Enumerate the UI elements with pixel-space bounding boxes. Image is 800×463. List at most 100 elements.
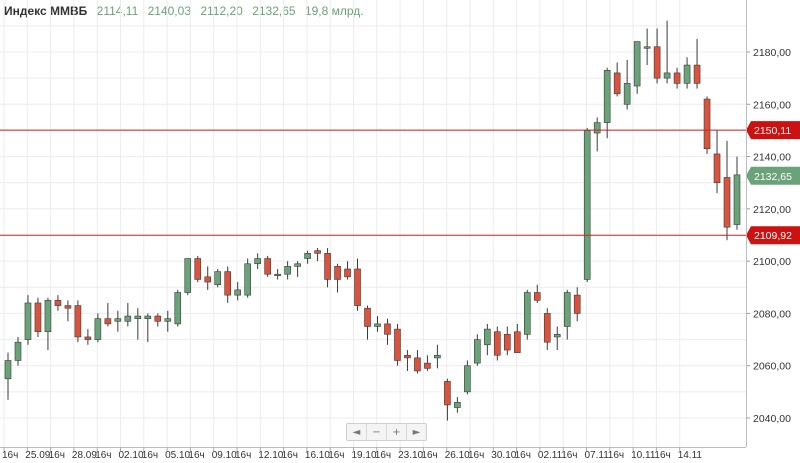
candle xyxy=(713,130,721,194)
zoom-in-button[interactable]: + xyxy=(387,424,407,440)
candle xyxy=(154,313,162,327)
candle xyxy=(613,62,621,97)
candle-body-down xyxy=(324,253,331,280)
candle-body-down xyxy=(314,250,321,254)
x-tick-label: 16ч xyxy=(49,450,65,461)
candle-body-down xyxy=(424,362,431,369)
candle xyxy=(703,96,711,154)
level-label-bg xyxy=(746,121,800,140)
candle xyxy=(244,258,251,298)
candle-body-down xyxy=(444,381,451,406)
x-tick-label: 16ч xyxy=(654,450,670,461)
candle-body-down xyxy=(414,357,421,372)
candle xyxy=(464,360,471,395)
candle xyxy=(194,255,202,283)
candle-body-up xyxy=(523,292,531,335)
candle xyxy=(454,397,461,413)
candle xyxy=(374,316,381,332)
candle xyxy=(214,268,222,288)
candle xyxy=(294,261,301,277)
x-tick-label: 16ч xyxy=(561,450,577,461)
x-tick-label: 09.10 xyxy=(212,450,237,461)
candle-body-up xyxy=(623,83,631,105)
candle xyxy=(384,318,391,345)
candle-body-up xyxy=(244,263,251,296)
level-label: 2109,92 xyxy=(746,226,800,245)
candle-body-up xyxy=(214,271,222,285)
level-lines: 2150,11 2109,92 2132,65 xyxy=(0,121,800,245)
x-tick-label: 16ч xyxy=(515,450,531,461)
x-tick-label: 10.11 xyxy=(631,450,656,461)
candle xyxy=(434,344,441,369)
x-tick-label: 02.10 xyxy=(119,450,144,461)
candle-body-up xyxy=(553,334,561,338)
candle xyxy=(693,38,701,89)
candle-body-down xyxy=(74,305,82,338)
legend-high: 2140,03 xyxy=(147,4,191,18)
candle-body-down xyxy=(224,271,231,296)
x-tick-label: 07.11 xyxy=(585,450,610,461)
zoom-out-button[interactable]: − xyxy=(367,424,387,440)
candle xyxy=(514,323,521,353)
level-label: 2150,11 xyxy=(746,121,800,140)
candle-body-up xyxy=(474,339,481,364)
candle-body-up xyxy=(374,323,381,327)
candle xyxy=(484,323,491,356)
level-label-text: 2109,92 xyxy=(754,230,792,242)
candle xyxy=(204,266,212,290)
x-tick-label: 16ч xyxy=(142,450,158,461)
candle-body-down xyxy=(34,302,42,333)
x-tick-label: 16ч xyxy=(282,450,298,461)
candle-body-up xyxy=(94,318,102,340)
x-tick-label: 16ч xyxy=(95,450,111,461)
candle xyxy=(334,263,341,293)
candle-body-down xyxy=(104,318,112,325)
candle-body-up xyxy=(733,174,741,225)
x-tick-label: 28.09 xyxy=(72,450,97,461)
candle-body-up xyxy=(434,354,441,359)
candle-body-down xyxy=(494,331,501,356)
chart-legend: Индекс ММВБ 2114,11 2140,03 2112,20 2132… xyxy=(4,4,370,18)
candle xyxy=(134,308,142,340)
candle-body-down xyxy=(84,336,92,340)
x-tick-label: 30.10 xyxy=(491,450,516,461)
scroll-right-button[interactable]: ► xyxy=(412,426,421,438)
candle xyxy=(424,355,431,371)
candle-body-down xyxy=(354,268,361,306)
candle-body-up xyxy=(14,341,22,361)
y-tick-label: 2100,00 xyxy=(753,256,791,268)
candle xyxy=(364,305,371,340)
candle-body-up xyxy=(134,315,142,319)
candle-body-up xyxy=(44,300,52,333)
x-tick-label: 16.10 xyxy=(305,450,330,461)
candle-body-up xyxy=(643,46,651,49)
candle-body-up xyxy=(114,318,122,322)
candle-body-up xyxy=(24,302,32,340)
candle-body-down xyxy=(194,258,202,280)
candle-body-down xyxy=(334,266,341,280)
candle xyxy=(94,313,102,343)
candle-body-up xyxy=(563,292,571,327)
x-tick-label: 16ч xyxy=(375,450,391,461)
legend-low: 2112,20 xyxy=(200,4,243,18)
candle-body-down xyxy=(543,313,551,343)
chart-navigator: ◄ − + ► xyxy=(346,423,427,441)
x-tick-label: 14.11 xyxy=(678,450,703,461)
candle xyxy=(274,268,281,280)
candle-body-up xyxy=(683,64,691,84)
candle-body-down xyxy=(723,177,731,228)
y-tick-label: 2180,00 xyxy=(753,47,791,59)
candle-body-down xyxy=(573,294,581,314)
candle-body-down xyxy=(364,307,371,327)
scroll-left-button[interactable]: ◄ xyxy=(347,424,367,440)
candle xyxy=(663,20,671,84)
candle xyxy=(573,287,581,322)
candle-body-up xyxy=(254,258,261,265)
candle xyxy=(723,140,731,241)
candle-body-down xyxy=(713,153,721,184)
candle xyxy=(563,289,571,340)
candle-body-down xyxy=(54,300,62,306)
legend-volume: 19,8 млрд. xyxy=(304,4,364,18)
